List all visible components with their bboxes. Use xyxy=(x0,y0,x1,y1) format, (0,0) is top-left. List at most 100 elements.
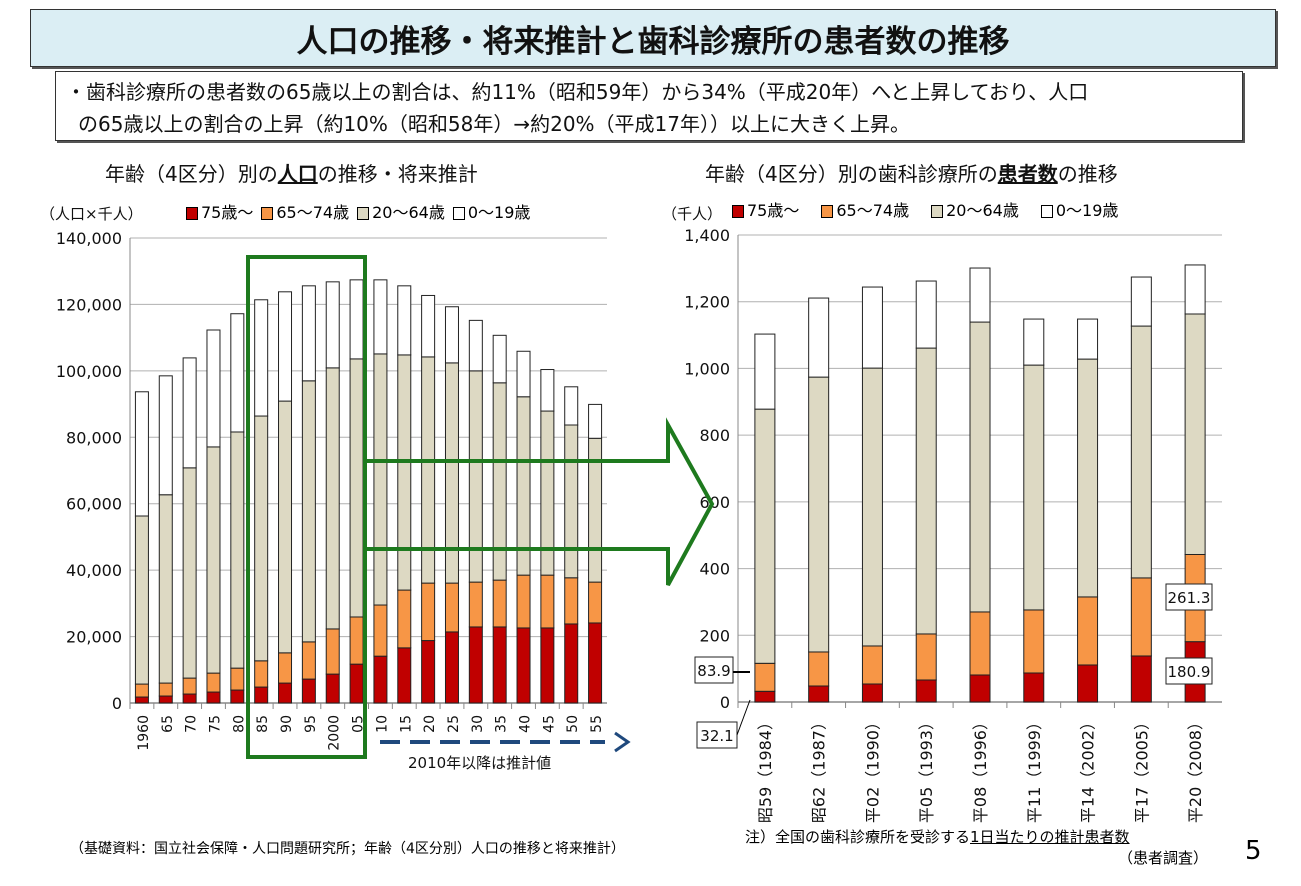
bar-segment-65-74 xyxy=(1077,596,1099,666)
bar-segment-75plus xyxy=(808,685,830,703)
bar-segment-65-74 xyxy=(516,574,531,629)
bar-segment-75plus xyxy=(349,663,364,704)
bar-segment-75plus xyxy=(421,640,436,704)
bar-segment-65-74 xyxy=(373,604,388,657)
x-tick-label: 30 xyxy=(470,715,486,733)
legend-item: 65～74歳 xyxy=(261,199,349,223)
bar-segment-0-19 xyxy=(158,375,173,496)
title-part: の推移・将来推計 xyxy=(317,162,478,186)
bar-segment-0-19 xyxy=(492,334,507,384)
data-label: 261.3 xyxy=(1168,589,1211,607)
bar-segment-0-19 xyxy=(254,299,269,417)
bar-segment-0-19 xyxy=(421,294,436,358)
patient-survey-source: （患者調査） xyxy=(1118,849,1209,867)
legend-label: 65～74歳 xyxy=(276,203,350,222)
bar-segment-20-64 xyxy=(182,467,197,679)
x-tick-label: 平20（2008） xyxy=(1186,714,1205,823)
x-tick-label: 75 xyxy=(207,715,223,733)
projection-arrow-icon xyxy=(614,731,631,753)
bar-segment-0-19 xyxy=(1130,276,1152,327)
y-tick-label: 800 xyxy=(699,426,730,445)
legend-label: 75歳～ xyxy=(747,201,800,220)
note-text: 注）全国の歯科診療所を受診する xyxy=(745,828,971,846)
bar-segment-65-74 xyxy=(540,574,555,629)
bar-segment-0-19 xyxy=(349,279,364,360)
legend-label: 0～19歳 xyxy=(1055,201,1119,220)
bar-segment-65-74 xyxy=(564,577,579,625)
legend-label: 20～64歳 xyxy=(372,203,445,222)
bar-segment-65-74 xyxy=(349,616,364,665)
bar-segment-65-74 xyxy=(588,581,603,624)
bar-segment-0-19 xyxy=(915,280,937,349)
bar-segment-20-64 xyxy=(206,446,221,674)
y-tick-label: 0 xyxy=(112,694,122,713)
right-legend: 75歳～ 65～74歳 20～64歳 0～19歳 xyxy=(732,197,1118,221)
title-emphasis: 人口 xyxy=(277,162,318,186)
left-unit-label: （人口×千人） xyxy=(40,205,143,223)
bar-segment-65-74 xyxy=(278,652,293,684)
bar-segment-75plus xyxy=(492,626,507,704)
bar-segment-0-19 xyxy=(325,281,340,369)
bar-segment-75plus xyxy=(325,673,340,704)
bar-segment-20-64 xyxy=(969,321,991,613)
bar-segment-75plus xyxy=(516,627,531,704)
x-tick-label: 85 xyxy=(255,715,271,733)
bar-segment-20-64 xyxy=(230,431,245,669)
data-label: 180.9 xyxy=(1168,663,1211,681)
x-tick-label: 40 xyxy=(518,715,534,733)
note-emphasis: 1日当たりの推計患者数 xyxy=(970,828,1130,846)
bar-segment-65-74 xyxy=(158,682,173,697)
data-label-box xyxy=(1165,657,1213,685)
x-tick-label: 昭62（1987） xyxy=(810,714,829,823)
source-note: （基礎資料：国立社会保障・人口問題研究所；年齢（4区分別）人口の推移と将来推計） xyxy=(70,841,625,857)
legend-swatch xyxy=(357,207,370,220)
bar-segment-65-74 xyxy=(492,579,507,628)
bar-segment-65-74 xyxy=(969,611,991,676)
y-tick-label: 0 xyxy=(720,693,730,712)
y-tick-label: 60,000 xyxy=(66,495,122,514)
bar-segment-20-64 xyxy=(1184,313,1206,555)
bar-segment-0-19 xyxy=(1023,318,1045,366)
highlight-arrow xyxy=(365,417,715,586)
bar-segment-0-19 xyxy=(373,279,388,355)
x-tick-label: 昭59（1984） xyxy=(756,714,775,823)
legend-label: 20～64歳 xyxy=(946,201,1019,220)
right-unit-label: （千人） xyxy=(662,205,723,223)
right-chart-title: 年齢（4区分）別の歯科診療所の患者数の推移 xyxy=(705,158,1118,187)
legend-swatch xyxy=(931,205,944,218)
bar-segment-0-19 xyxy=(808,297,830,378)
projection-note: 2010年以降は推計値 xyxy=(408,754,552,772)
legend-swatch xyxy=(1040,205,1053,218)
x-tick-label: 35 xyxy=(494,715,510,733)
x-tick-label: 50 xyxy=(565,715,581,733)
y-tick-label: 200 xyxy=(699,626,730,645)
left-legend: 75歳～ 65～74歳 20～64歳 0～19歳 xyxy=(186,199,530,223)
bar-segment-65-74 xyxy=(861,645,883,685)
x-tick-label: 2000 xyxy=(327,715,343,751)
left-chart-title: 年齢（4区分）別の人口の推移・将来推計 xyxy=(105,158,478,187)
y-tick-label: 80,000 xyxy=(66,428,122,447)
bar-segment-20-64 xyxy=(1130,325,1152,579)
bar-segment-0-19 xyxy=(516,350,531,398)
x-tick-label: 55 xyxy=(589,715,605,733)
bar-segment-65-74 xyxy=(397,589,412,649)
legend-swatch xyxy=(261,207,274,220)
bar-segment-0-19 xyxy=(206,329,221,448)
bar-segment-20-64 xyxy=(1077,358,1099,598)
highlight-box xyxy=(246,255,367,759)
bar-segment-75plus xyxy=(1130,655,1152,703)
x-tick-label: 45 xyxy=(541,715,557,733)
patient-note: 注）全国の歯科診療所を受診する1日当たりの推計患者数 xyxy=(745,826,1130,847)
bar-segment-20-64 xyxy=(373,353,388,606)
bar-segment-65-74 xyxy=(754,662,776,692)
data-label: 32.1 xyxy=(700,727,733,745)
x-tick-label: 80 xyxy=(231,715,247,733)
legend-item: 20～64歳 xyxy=(357,199,445,223)
summary-line-1: ・歯科診療所の患者数の65歳以上の割合は、約11%（昭和59年）から34%（平成… xyxy=(66,80,1089,104)
legend-label: 0～19歳 xyxy=(467,203,531,222)
data-label-box xyxy=(694,656,734,684)
bar-segment-20-64 xyxy=(754,408,776,664)
bar-segment-65-74 xyxy=(1130,577,1152,657)
summary-box: ・歯科診療所の患者数の65歳以上の割合は、約11%（昭和59年）から34%（平成… xyxy=(55,71,1243,141)
